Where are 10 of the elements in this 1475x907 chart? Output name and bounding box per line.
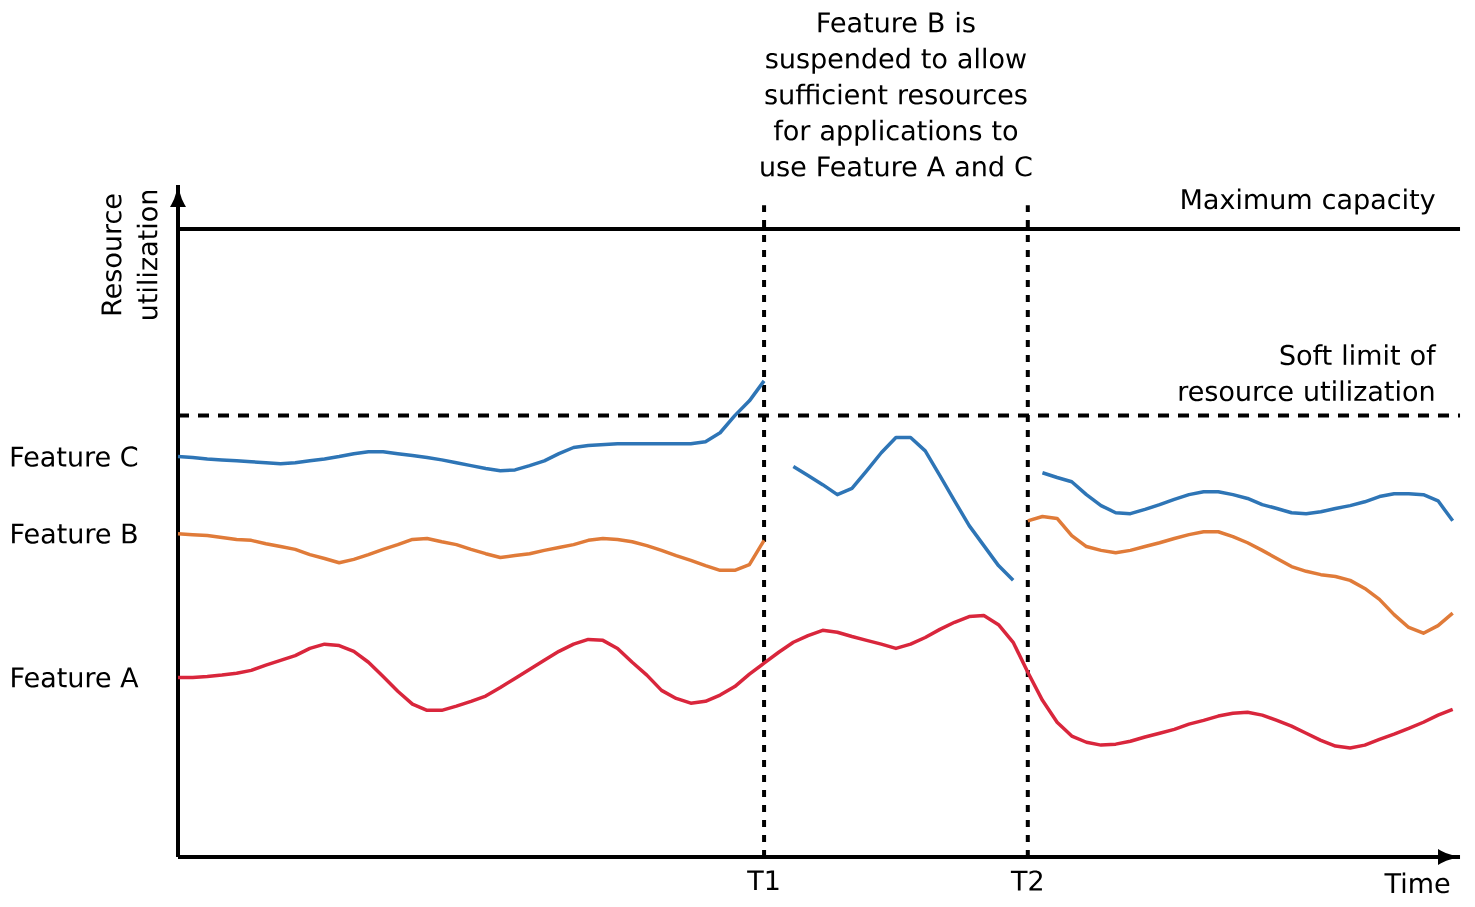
- x-tick-label: T2: [1010, 870, 1042, 891]
- ref-line-label: Maximum capacity: [1182, 188, 1435, 215]
- y-axis-title: Resource utilization: [101, 190, 158, 320]
- series-label: Feature B: [12, 523, 137, 544]
- series-label: Feature C: [11, 446, 138, 467]
- x-axis-title: Time: [1384, 872, 1450, 894]
- series-label: Feature A: [12, 667, 139, 688]
- text: Feature B is suspended to allow sufficient resources for applications to use Feature A and C: [761, 11, 1032, 177]
- x-tick-label: T1: [747, 870, 779, 891]
- ref-line-label: Soft limit of resource utilization: [1179, 344, 1437, 402]
